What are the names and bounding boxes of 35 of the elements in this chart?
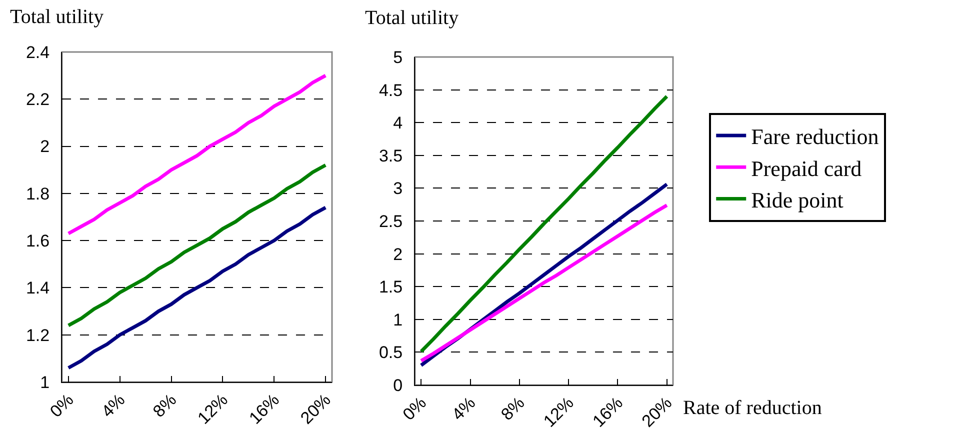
y-tick-label: 0.5 [378, 343, 403, 362]
y-tick-label: 1.6 [26, 232, 50, 251]
x-tick-label: 8% [149, 390, 180, 422]
x-tick-label: 8% [497, 393, 528, 424]
y-tick-label: 4.5 [378, 80, 403, 100]
y-axis-title: Total utility [365, 7, 459, 29]
y-tick-label: 2.4 [26, 42, 50, 62]
line-series [419, 94, 669, 354]
legend-label: Prepaid card [751, 156, 862, 181]
y-tick-label: 1 [40, 372, 50, 392]
x-tick-label: 0% [399, 393, 430, 424]
y-tick-label: 3 [393, 179, 403, 198]
y-tick-label: 2 [393, 244, 403, 264]
x-tick-label: 0% [46, 390, 78, 422]
line-series [66, 206, 328, 370]
legend-label: Ride point [751, 187, 844, 212]
x-axis-title: Rate of reduction [683, 397, 822, 419]
line-series [66, 163, 328, 328]
y-axis-title: Total utility [10, 6, 104, 28]
x-tick-label: 4% [448, 393, 480, 424]
y-tick-label: 1.4 [26, 278, 50, 298]
line-series [66, 74, 328, 236]
y-tick-label: 5 [393, 48, 403, 67]
y-tick-label: 2 [40, 137, 50, 156]
y-tick-label: 1.5 [378, 278, 403, 297]
y-tick-label: 1.8 [26, 184, 50, 204]
legend-label: Fare reduction [751, 124, 879, 150]
y-tick-label: 2.2 [26, 90, 50, 110]
x-tick-label: 4% [98, 390, 129, 422]
y-tick-label: 2.5 [378, 212, 403, 231]
y-tick-label: 4 [393, 114, 403, 133]
y-tick-label: 1.2 [26, 326, 50, 345]
y-tick-label: 3.5 [378, 146, 403, 166]
y-tick-label: 1 [393, 310, 403, 330]
y-tick-label: 0 [393, 376, 403, 395]
